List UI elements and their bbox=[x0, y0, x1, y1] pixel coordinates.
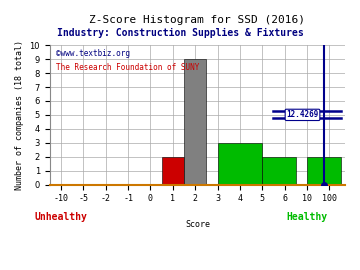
Text: The Research Foundation of SUNY: The Research Foundation of SUNY bbox=[56, 63, 199, 72]
Bar bbox=[262, 157, 296, 184]
Bar bbox=[184, 59, 206, 184]
Bar bbox=[162, 157, 184, 184]
Text: Unhealthy: Unhealthy bbox=[35, 212, 87, 222]
Y-axis label: Number of companies (18 total): Number of companies (18 total) bbox=[15, 40, 24, 190]
Bar bbox=[307, 157, 341, 184]
Text: 12.4269: 12.4269 bbox=[286, 110, 319, 119]
Title: Z-Score Histogram for SSD (2016): Z-Score Histogram for SSD (2016) bbox=[89, 15, 305, 25]
Text: ©www.textbiz.org: ©www.textbiz.org bbox=[56, 49, 130, 58]
Text: Healthy: Healthy bbox=[287, 212, 328, 222]
Bar bbox=[217, 143, 262, 184]
X-axis label: Score: Score bbox=[185, 220, 210, 229]
Text: Industry: Construction Supplies & Fixtures: Industry: Construction Supplies & Fixtur… bbox=[57, 28, 303, 38]
